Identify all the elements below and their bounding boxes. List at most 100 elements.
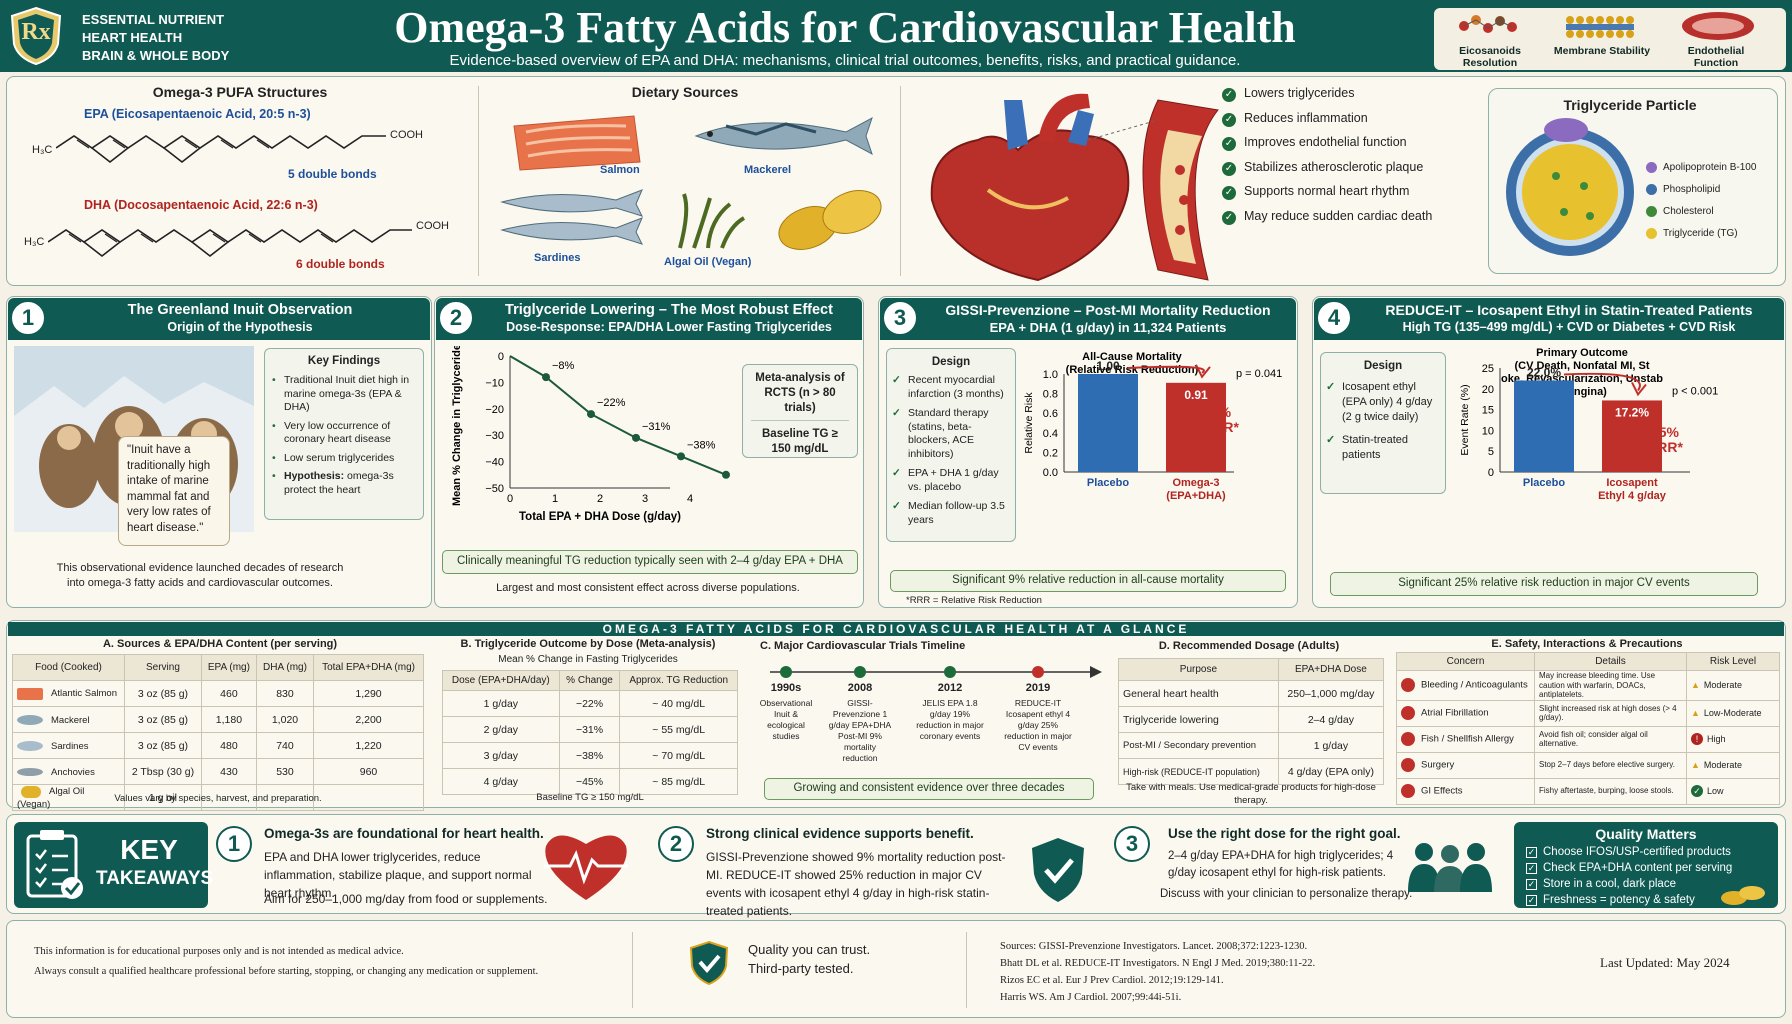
table-header-row: Concern Details Risk Level xyxy=(1396,652,1780,671)
y-tick-label: 20 xyxy=(1482,384,1494,396)
timeline-callout: Growing and consistent evidence over thr… xyxy=(764,778,1094,800)
design-title: Design xyxy=(1363,360,1403,372)
benefit-item: ✓ May reduce sudden cardiac death xyxy=(1222,209,1482,234)
reference-item: Rizos EC et al. Eur J Prev Cardiol. 2012… xyxy=(1000,975,1224,986)
takeaways-label-1: KEY xyxy=(120,834,178,865)
design-list: Icosapent ethyl (EPA only) 4 g/day (2 g … xyxy=(1326,380,1442,463)
meta-box: Meta-analysis of RCTS (n > 80 trials) Ba… xyxy=(742,364,858,458)
endothelial-icon xyxy=(1678,10,1758,47)
x-tick-label-line: Omega-3 xyxy=(1172,477,1219,489)
timeline-text: REDUCE-IT Icosapent ethyl 4 g/day 25% re… xyxy=(1004,698,1072,752)
panel-subtitle: Origin of the Hypothesis xyxy=(167,320,313,334)
table-header-row: Purpose EPA+DHA Dose xyxy=(1118,658,1385,681)
quality-item: ✓ Store in a cool, dark place xyxy=(1526,878,1676,890)
table-row: 4 g/day −45% ~ 85 mg/dL xyxy=(442,768,738,795)
inuit-quote: "Inuit have a traditionally high intake … xyxy=(118,436,230,546)
header-bar: Rx ESSENTIAL NUTRIENT HEART HEALTH BRAIN… xyxy=(0,0,1792,72)
legend-item: Cholesterol xyxy=(1646,206,1756,228)
y-tick-label: 15 xyxy=(1482,405,1494,417)
eicosanoids-icon xyxy=(1454,12,1524,45)
x-tick-label-line: (EPA+DHA) xyxy=(1166,490,1226,502)
table-row: 1 g/day −22% ~ 40 mg/dL xyxy=(442,690,738,717)
timeline-year: 1990s xyxy=(770,682,802,694)
particle-legend: Apolipoprotein B-100 Phospholipid Choles… xyxy=(1646,162,1756,250)
header-badge-line-2: HEART HEALTH xyxy=(82,30,183,45)
quality-list: ✓ Choose IFOS/USP-certified products ✓ Che… xyxy=(1526,846,1732,910)
heart-rhythm-icon xyxy=(1401,706,1415,720)
x-tick-label: 4 xyxy=(687,493,693,505)
table-row: GI Effects Fishy aftertaste, burping, loo… xyxy=(1396,777,1780,805)
table-row: Algal Oil (Vegan) 1 g oil xyxy=(12,784,424,811)
x-tick-label: 3 xyxy=(642,493,648,505)
panel-title: GISSI-Prevenzione – Post-MI Mortality Re… xyxy=(945,302,1271,318)
section-c-title: C. Major Cardiovascular Trials Timeline xyxy=(760,640,966,652)
disclaimer-line-2: Always consult a qualified healthcare pr… xyxy=(34,966,539,977)
safety-table: Concern Details Risk Level Bleeding / Anti… xyxy=(1396,652,1780,805)
algae-image xyxy=(678,193,746,249)
references: Sources: GISSI-Prevenzione Investigators… xyxy=(1000,938,1315,1006)
mackerel-image xyxy=(694,116,873,156)
divider xyxy=(966,932,967,1008)
tg-callout: Clinically meaningful TG reduction typic… xyxy=(442,550,858,574)
data-point xyxy=(632,433,640,442)
table-row: 2 g/day −31% ~ 55 mg/dL xyxy=(442,716,738,743)
design-item: Icosapent ethyl (EPA only) 4 g/day (2 g … xyxy=(1326,380,1442,425)
table-row: High-risk (REDUCE-IT population) 4 g/day … xyxy=(1118,758,1385,785)
finding-item: Traditional Inuit diet high in marine om… xyxy=(272,374,420,415)
table-row: Mackerel 3 oz (85 g) 1,180 1,020 2,200 xyxy=(12,706,424,733)
warning-icon: ▲ xyxy=(1691,760,1700,770)
divider xyxy=(632,932,633,1008)
table-header-row: Food (Cooked) Serving EPA (mg) DHA (mg) Tota… xyxy=(12,654,424,681)
timeline-text: Observational Inuit & ecological studies xyxy=(759,698,813,741)
data-label: 22.0% xyxy=(1527,365,1561,379)
x-tick-label: Icosapent Ethyl 4 g/day xyxy=(1598,477,1667,502)
y-tick-label: 0 xyxy=(498,351,504,363)
data-label: 1.00 xyxy=(1096,359,1120,373)
y-tick-label: 0 xyxy=(1488,467,1494,479)
data-label: −38% xyxy=(687,439,716,451)
y-axis-label: Relative Risk xyxy=(1023,392,1035,454)
reduceit-callout: Significant 25% relative risk reduction … xyxy=(1330,572,1758,596)
heart-illustration xyxy=(930,93,1219,282)
rrr-label: RRR* xyxy=(1647,439,1683,455)
arrowhead xyxy=(1631,382,1647,397)
rrr-value: 9% xyxy=(1210,404,1232,420)
meta-text-1: Meta-analysis of RCTS (n > 80 trials) xyxy=(755,372,845,414)
checkbox-icon: ✓ xyxy=(1526,895,1537,906)
design-item: EPA + DHA 1 g/day vs. placebo xyxy=(892,467,1012,494)
epa-structure-diagram xyxy=(56,135,386,164)
quality-item: ✓ Check EPA+DHA content per serving xyxy=(1526,862,1733,874)
x-tick-label: Placebo xyxy=(1087,477,1129,489)
reduceit-bar-chart: Primary Outcome (CV Death, Nonfatal MI, S… xyxy=(1459,347,1718,502)
gissi-bar-chart: All-Cause Mortality (Relative Risk Reduct… xyxy=(1023,351,1282,502)
design-item: Median follow-up 3.5 years xyxy=(892,500,1012,527)
x-tick-label-line: Ethyl 4 g/day xyxy=(1598,490,1667,502)
tg-swatch xyxy=(1646,228,1657,239)
x-tick-label: Placebo xyxy=(1523,477,1565,489)
design-title: Design xyxy=(931,356,971,368)
salmon-icon xyxy=(17,687,43,700)
finding-item: Very low occurrence of coronary heart di… xyxy=(272,420,420,447)
takeaway-number: 1 xyxy=(216,826,252,862)
data-label: 0.91 xyxy=(1184,388,1208,402)
x-tick-label-line: Icosapent xyxy=(1606,477,1658,489)
checkbox-icon: ✓ xyxy=(1526,863,1537,874)
epa-bonds: 5 double bonds xyxy=(288,167,377,181)
legend-item: Triglyceride (TG) xyxy=(1646,228,1756,250)
gissi-callout: Significant 9% relative reduction in all… xyxy=(890,570,1286,592)
particle-diagram xyxy=(1506,118,1634,256)
takeaway-title: Omega-3s are foundational for heart heal… xyxy=(264,826,544,841)
epa-h3c: H₃C xyxy=(32,144,53,156)
check-circle-icon: ✓ xyxy=(1222,210,1236,225)
trust-line-1: Quality you can trust. xyxy=(748,942,871,957)
capsules-icon xyxy=(1721,886,1765,905)
sources-table: Food (Cooked) Serving EPA (mg) DHA (mg) Tota… xyxy=(12,654,424,811)
takeaway-number: 2 xyxy=(658,826,694,862)
data-point xyxy=(587,410,595,419)
finding-item: Low serum triglycerides xyxy=(272,452,420,466)
sources-title: Dietary Sources xyxy=(631,84,739,100)
section-b-title: B. Triglyceride Outcome by Dose (Meta-an… xyxy=(460,638,716,650)
takeaway-title: Use the right dose for the right goal. xyxy=(1168,826,1401,841)
source-label-salmon: Salmon xyxy=(600,164,640,176)
clipboard-icon xyxy=(26,830,83,899)
